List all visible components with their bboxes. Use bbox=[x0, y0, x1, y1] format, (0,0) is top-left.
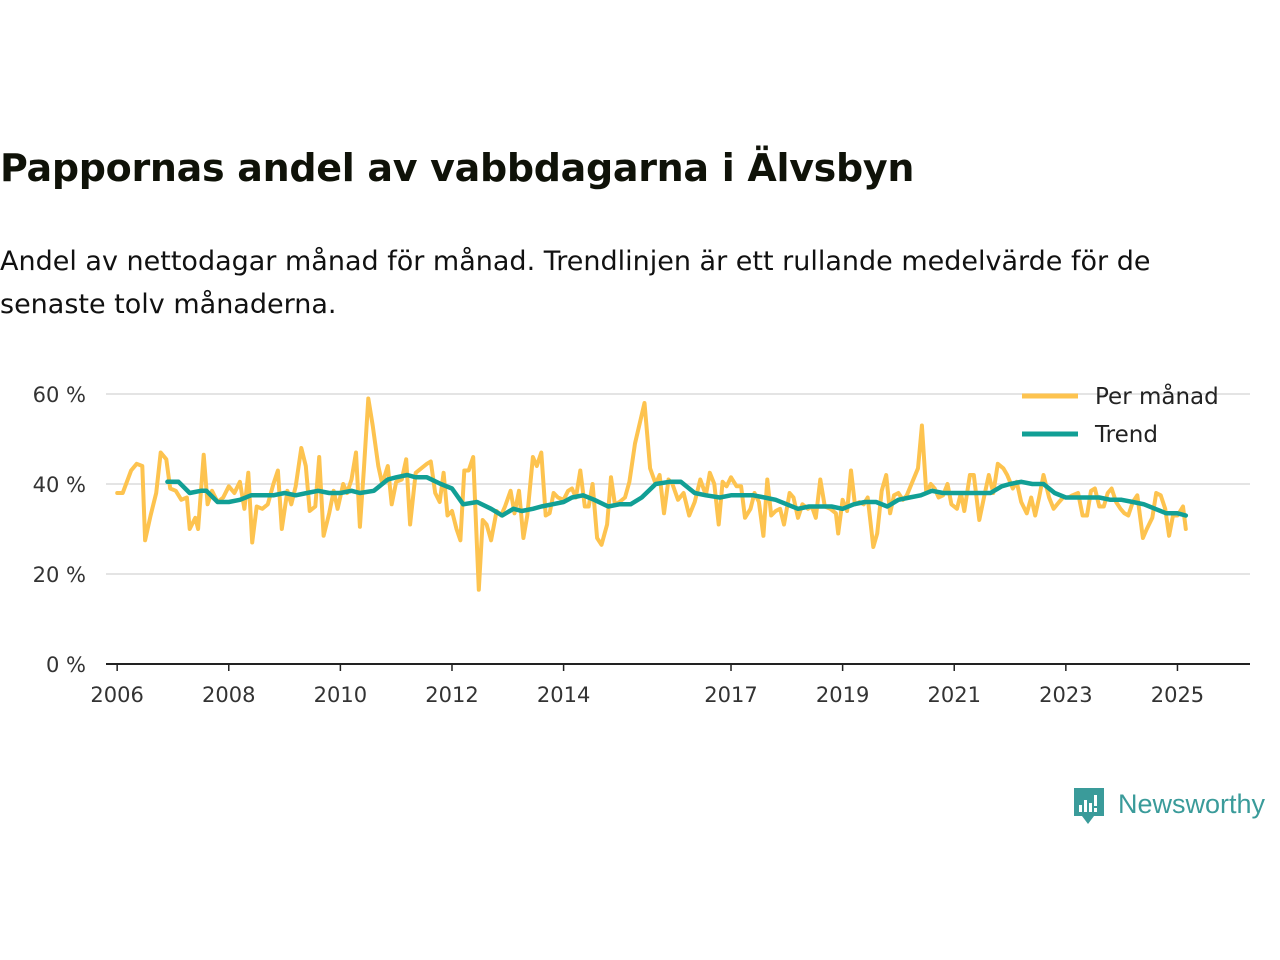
x-tick-label: 2023 bbox=[1039, 683, 1092, 707]
y-tick-label: 20 % bbox=[33, 563, 86, 587]
series-line-per-manad bbox=[115, 396, 1188, 592]
series-lines bbox=[115, 396, 1189, 592]
x-tick-label: 2019 bbox=[816, 683, 869, 707]
x-tick-label: 2025 bbox=[1151, 683, 1204, 707]
x-tick-label: 2012 bbox=[425, 683, 478, 707]
x-tick-label: 2014 bbox=[537, 683, 590, 707]
line-chart: 0 % 20 % 40 % 60 % 2006 2008 2010 2012 2014 2017 2… bbox=[33, 382, 1250, 707]
x-tick-label: 2017 bbox=[704, 683, 757, 707]
x-tick-label: 2008 bbox=[202, 683, 255, 707]
newsworthy-logo[interactable]: Newsworthy bbox=[1072, 786, 1280, 830]
y-tick-label: 40 % bbox=[33, 473, 86, 497]
chart-subtitle: Andel av nettodagar månad för månad. Tre… bbox=[0, 246, 1151, 320]
series-line-trend bbox=[165, 472, 1189, 518]
legend-label: Trend bbox=[1094, 422, 1158, 448]
y-tick-label: 0 % bbox=[46, 653, 86, 677]
x-tick-label: 2006 bbox=[90, 683, 143, 707]
x-tick-label: 2010 bbox=[314, 683, 367, 707]
legend: Per månad Trend bbox=[1022, 382, 1219, 448]
y-tick-label: 60 % bbox=[33, 383, 86, 407]
x-tick-label: 2021 bbox=[928, 683, 981, 707]
chart-title: Pappornas andel av vabbdagarna i Älvsbyn bbox=[0, 146, 915, 190]
legend-label: Per månad bbox=[1095, 382, 1219, 410]
axes: 0 % 20 % 40 % 60 % 2006 2008 2010 2012 2014 2017 2… bbox=[33, 383, 1250, 707]
brand-name: Newsworthy bbox=[1118, 789, 1266, 819]
newsworthy-icon bbox=[1074, 788, 1104, 824]
